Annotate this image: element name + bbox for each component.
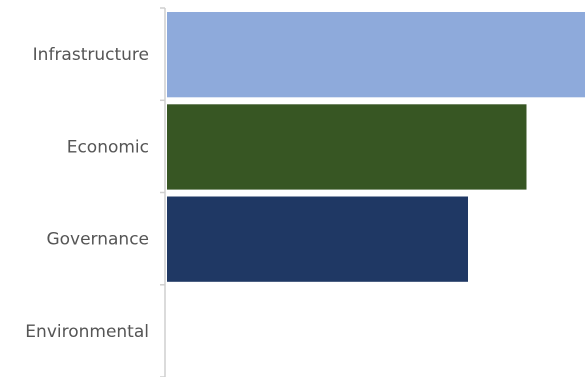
category-label-economic: Economic xyxy=(67,137,149,157)
category-label-environmental: Environmental xyxy=(25,322,149,342)
bar-governance xyxy=(167,196,468,282)
category-label-infrastructure: Infrastructure xyxy=(33,45,149,65)
bars-group xyxy=(167,12,585,282)
category-label-governance: Governance xyxy=(46,230,149,250)
category-labels: Infrastructure Economic Governance Environm… xyxy=(25,45,149,342)
bar-infrastructure xyxy=(167,12,585,98)
category-axis xyxy=(160,7,166,377)
bar-economic xyxy=(167,104,527,190)
